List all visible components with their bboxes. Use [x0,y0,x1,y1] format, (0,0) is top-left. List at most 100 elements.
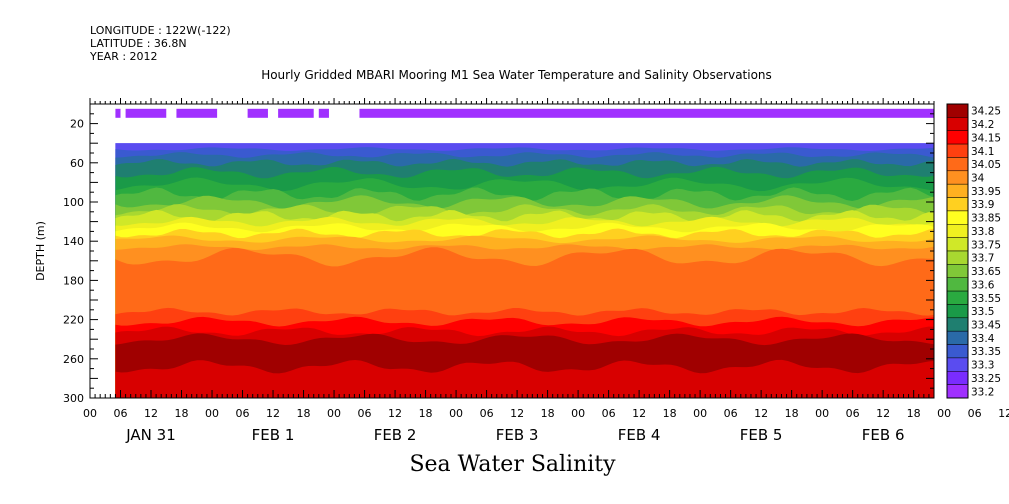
legend-swatch [946,224,969,238]
legend-label: 33.5 [971,306,994,318]
legend-label: 33.65 [971,266,1001,278]
legend-swatch [946,371,969,385]
x-tick-label: 00 [571,407,585,420]
x-tick-label: 12 [998,407,1009,420]
x-day-label: FEB 4 [618,426,661,444]
contour-band [115,359,934,398]
legend-swatch [946,170,969,185]
legend-swatch [946,344,969,359]
x-tick-label: 18 [785,407,799,420]
legend-label: 33.2 [971,386,994,398]
legend-label: 33.35 [971,346,1001,358]
header-info: LONGITUDE : 122W(-122) LATITUDE : 36.8N … [90,24,231,63]
x-tick-label: 06 [968,407,982,420]
x-tick-label: 18 [663,407,677,420]
legend-label: 34 [971,173,985,185]
legend-label: 33.3 [971,360,994,372]
legend-swatch [946,143,969,158]
legend-swatch [946,384,969,399]
legend-swatch [946,277,969,292]
legend-swatch [946,250,969,265]
legend-label: 33.7 [971,253,994,265]
legend-label: 34.25 [971,106,1001,118]
x-tick-label: 18 [175,407,189,420]
x-day-label: JAN 31 [125,426,176,444]
x-tick-label: 06 [724,407,738,420]
y-tick-label: 140 [63,235,84,248]
legend-label: 33.9 [971,199,994,211]
legend-swatch [946,210,969,225]
legend-swatch [946,103,969,118]
x-day-label: FEB 6 [862,426,905,444]
y-axis: 20 60 100 140 180 220 260 300 [63,103,934,405]
x-tick-label: 12 [632,407,646,420]
y-tick-label: 60 [70,157,84,170]
legend-swatch [946,237,969,252]
x-tick-label: 06 [114,407,128,420]
x-day-label: FEB 5 [740,426,783,444]
chart-title: Hourly Gridded MBARI Mooring M1 Sea Wate… [261,68,772,82]
x-tick-label: 00 [815,407,829,420]
x-tick-label: 12 [754,407,768,420]
legend-swatch [946,357,969,372]
x-tick-label: 18 [419,407,433,420]
x-day-label: FEB 2 [374,426,417,444]
legend-label: 34.15 [971,132,1001,144]
legend-label: 33.8 [971,226,994,238]
y-tick-label: 300 [63,392,84,405]
legend-label: 33.75 [971,239,1001,251]
x-tick-label: 00 [937,407,951,420]
legend-frame [946,103,969,399]
y-axis-label: DEPTH (m) [34,221,47,281]
x-day-label: FEB 3 [496,426,539,444]
x-tick-label: 06 [602,407,616,420]
salinity-field [115,143,934,398]
x-tick-label: 00 [205,407,219,420]
x-tick-label: 06 [480,407,494,420]
surface-segment [278,108,314,118]
longitude-label: LONGITUDE : 122W(-122) [90,24,231,37]
surface-segment [125,108,167,118]
surface-segment [359,108,935,118]
surface-segment [318,108,329,118]
x-tick-label: 00 [449,407,463,420]
legend-swatch [946,304,969,319]
x-tick-label: 18 [541,407,555,420]
x-tick-label: 06 [846,407,860,420]
legend-swatch [946,183,969,198]
legend-label: 33.95 [971,186,1001,198]
surface-salinity-strip [115,108,935,118]
legend-swatch [946,130,969,145]
legend-label: 33.85 [971,213,1001,225]
legend-swatch [946,157,969,172]
legend-swatch [946,264,969,278]
legend-swatch [946,317,969,332]
x-tick-label: 06 [358,407,372,420]
y-tick-label: 260 [63,353,84,366]
color-legend: 34.2534.234.1534.134.053433.9533.933.853… [946,103,1001,399]
y-tick-label: 180 [63,274,84,287]
y-tick-label: 20 [70,118,84,131]
legend-label: 33.4 [971,333,995,345]
legend-swatch [946,330,969,345]
x-day-label: FEB 1 [252,426,295,444]
variable-label: Sea Water Salinity [409,452,616,477]
x-tick-label: 00 [327,407,341,420]
legend-label: 34.2 [971,119,994,131]
x-tick-label: 12 [876,407,890,420]
legend-swatch [946,117,969,131]
legend-label: 33.6 [971,279,995,291]
legend-label: 33.45 [971,320,1001,332]
x-tick-label: 06 [236,407,250,420]
x-tick-label: 00 [83,407,97,420]
surface-segment [247,108,268,118]
x-tick-label: 00 [693,407,707,420]
x-axis: 00 06 12 18 00 06 12 18 00 06 12 18 00 06 12 18 00 06 12 18… [83,98,1009,444]
surface-segment [176,108,218,118]
latitude-label: LATITUDE : 36.8N [90,37,187,50]
surface-segment [115,108,121,118]
x-tick-label: 18 [297,407,311,420]
y-tick-label: 220 [63,314,84,327]
legend-label: 34.05 [971,159,1001,171]
